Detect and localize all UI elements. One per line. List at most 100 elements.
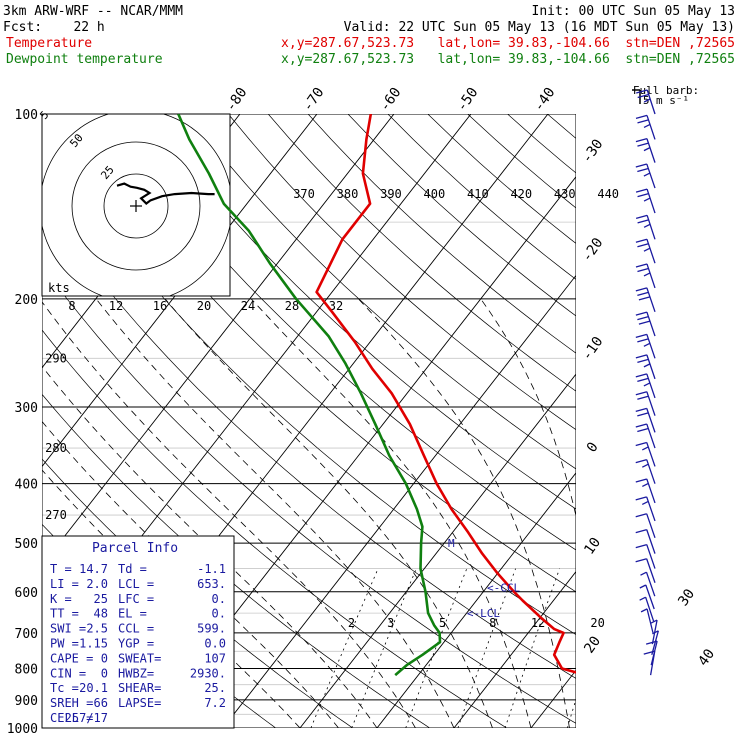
isotherm-label: 10 bbox=[581, 535, 604, 558]
wind-barb-flag bbox=[635, 333, 647, 338]
parcel-value: CELL = bbox=[50, 711, 93, 725]
wind-barb-flag bbox=[643, 98, 651, 103]
wind-barb-flag bbox=[639, 596, 646, 601]
pressure-tick-label: 700 bbox=[15, 627, 38, 642]
parcel-info-frame bbox=[41, 535, 235, 729]
pressure-tick-label: 300 bbox=[15, 401, 38, 416]
moist-adiabat bbox=[358, 298, 570, 728]
mixing-ratio-label: 3 bbox=[387, 616, 394, 630]
parcel-value: 599. bbox=[197, 622, 226, 636]
moist-adiabat bbox=[42, 420, 339, 728]
dry-adiabat bbox=[587, 114, 740, 728]
wind-barb-staff bbox=[646, 311, 656, 337]
hodograph-speed-label: 32 bbox=[329, 299, 343, 313]
wind-barb-flag bbox=[637, 192, 649, 198]
parcel-value: 7.2 bbox=[204, 696, 226, 710]
wind-barb-flag bbox=[635, 391, 647, 396]
dry-adiabat bbox=[42, 134, 576, 636]
wind-barb-flag bbox=[640, 571, 647, 576]
wind-barb-staff bbox=[646, 459, 656, 484]
parcel-value: CIN = bbox=[50, 666, 86, 680]
wind-barb-staff bbox=[646, 442, 656, 467]
parcel-value: LI = bbox=[50, 577, 79, 591]
parcel-value: YGP = bbox=[118, 637, 154, 651]
wind-barb-staff bbox=[646, 544, 656, 569]
wind-barb-flag bbox=[637, 315, 649, 321]
wind-barb-flag bbox=[637, 427, 649, 433]
wind-barb-staff bbox=[646, 513, 656, 538]
isotherm-line bbox=[376, 472, 576, 728]
wind-barb-flag bbox=[643, 123, 651, 128]
wind-barb-flag bbox=[635, 513, 647, 518]
wind-barb-staff bbox=[646, 188, 656, 214]
wind-key-title: Full barb: bbox=[633, 84, 699, 97]
parcel-annotations: <-CCL <-LCL M bbox=[448, 537, 521, 620]
hodograph-speed-label: 16 bbox=[153, 299, 167, 313]
parcel-value: 653. bbox=[197, 577, 226, 591]
parcel-value: 66 bbox=[94, 696, 108, 710]
parcel-value: 0.0 bbox=[204, 637, 226, 651]
wind-barb-flag bbox=[635, 287, 648, 292]
isotherm-label: -30 bbox=[579, 136, 607, 166]
dewpoint-legend: Dewpoint temperature bbox=[6, 52, 163, 67]
mixing-ratio-label: 5 bbox=[439, 616, 446, 630]
isotherm-label: -20 bbox=[579, 235, 607, 265]
annotation-m: M bbox=[448, 537, 455, 550]
wind-barb-staff bbox=[646, 287, 656, 313]
dry-adiabat bbox=[188, 114, 576, 470]
wind-barb-flag bbox=[635, 354, 648, 359]
parcel-value: SWI = bbox=[50, 622, 86, 636]
hodograph-ring bbox=[103, 173, 169, 239]
wind-barb-staff bbox=[646, 496, 656, 522]
hodograph-units: kts bbox=[48, 281, 70, 295]
mixing-ratio-label: 8 bbox=[489, 616, 496, 630]
forecast-hour: Fcst: 22 h bbox=[3, 20, 105, 35]
dewpoint-trace bbox=[177, 114, 442, 677]
hodograph-speed-label: 28 bbox=[285, 299, 299, 313]
dry-adiabat bbox=[507, 114, 576, 174]
isotherm-line bbox=[0, 114, 9, 728]
isotherm-label: 30 bbox=[675, 586, 698, 609]
wind-barb-staff bbox=[645, 571, 656, 597]
wind-barb-flag bbox=[643, 172, 651, 177]
wind-barb-flag bbox=[637, 377, 649, 383]
hodograph-ring bbox=[71, 141, 201, 271]
wind-barb-flag bbox=[641, 446, 649, 451]
wind-barb-flag bbox=[635, 496, 647, 501]
mixing-ratio-line bbox=[457, 568, 516, 728]
parcel-value: 0 bbox=[101, 666, 108, 680]
wind-barb-flag bbox=[643, 147, 651, 152]
wind-barb-flag bbox=[635, 478, 647, 483]
wind-barb-flag bbox=[643, 223, 651, 228]
parcel-value: 0. bbox=[212, 607, 226, 621]
wind-barb-flag bbox=[643, 363, 651, 368]
wind-barb-flag bbox=[637, 412, 649, 417]
parcel-value: 2930. bbox=[190, 666, 226, 680]
parcel-value: 257/17 bbox=[65, 711, 108, 725]
pressure-tick-label: 400 bbox=[15, 478, 38, 493]
parcel-value: Tc = bbox=[50, 681, 79, 695]
isotherm-label: -50 bbox=[454, 85, 482, 115]
isotherm-label: -80 bbox=[223, 85, 251, 115]
wind-barb-staff bbox=[646, 138, 656, 163]
wind-barb-flag bbox=[643, 247, 651, 252]
theta-label: 290 bbox=[45, 351, 67, 365]
hodograph bbox=[42, 114, 230, 296]
parcel-value: 25. bbox=[204, 681, 226, 695]
theta-label: 420 bbox=[510, 187, 532, 201]
isotherm-line bbox=[222, 274, 576, 728]
wind-barb-flag bbox=[637, 358, 649, 363]
wind-barb-flag bbox=[637, 219, 649, 224]
wind-barb-flag bbox=[635, 441, 647, 447]
moist-adiabat bbox=[42, 365, 378, 728]
wind-barb-staff bbox=[649, 650, 656, 676]
mixing-ratio-line bbox=[504, 568, 560, 728]
wind-barb-staff bbox=[646, 558, 656, 583]
isotherm-label: -70 bbox=[300, 85, 328, 115]
wind-barb-flag bbox=[643, 197, 651, 202]
wind-barb-flag bbox=[635, 558, 647, 563]
mixing-ratio-label: 2 bbox=[348, 616, 355, 630]
temperature-trace bbox=[315, 114, 576, 674]
isotherm-label: -60 bbox=[377, 85, 405, 115]
